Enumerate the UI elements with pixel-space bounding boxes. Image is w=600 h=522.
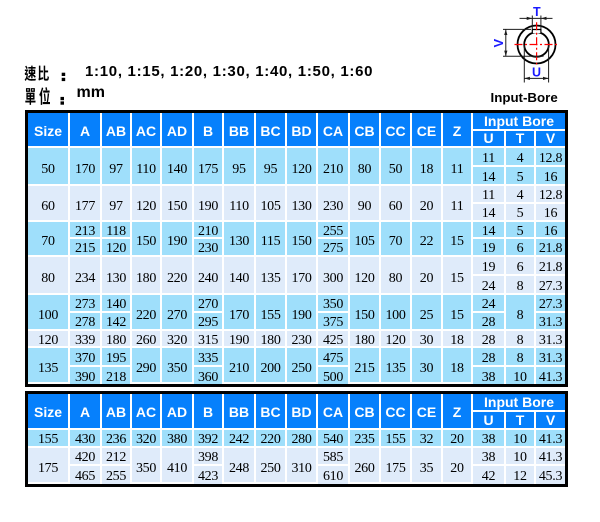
svg-text:V: V <box>491 39 506 48</box>
svg-text:T: T <box>533 5 541 19</box>
svg-text:U: U <box>532 66 541 80</box>
